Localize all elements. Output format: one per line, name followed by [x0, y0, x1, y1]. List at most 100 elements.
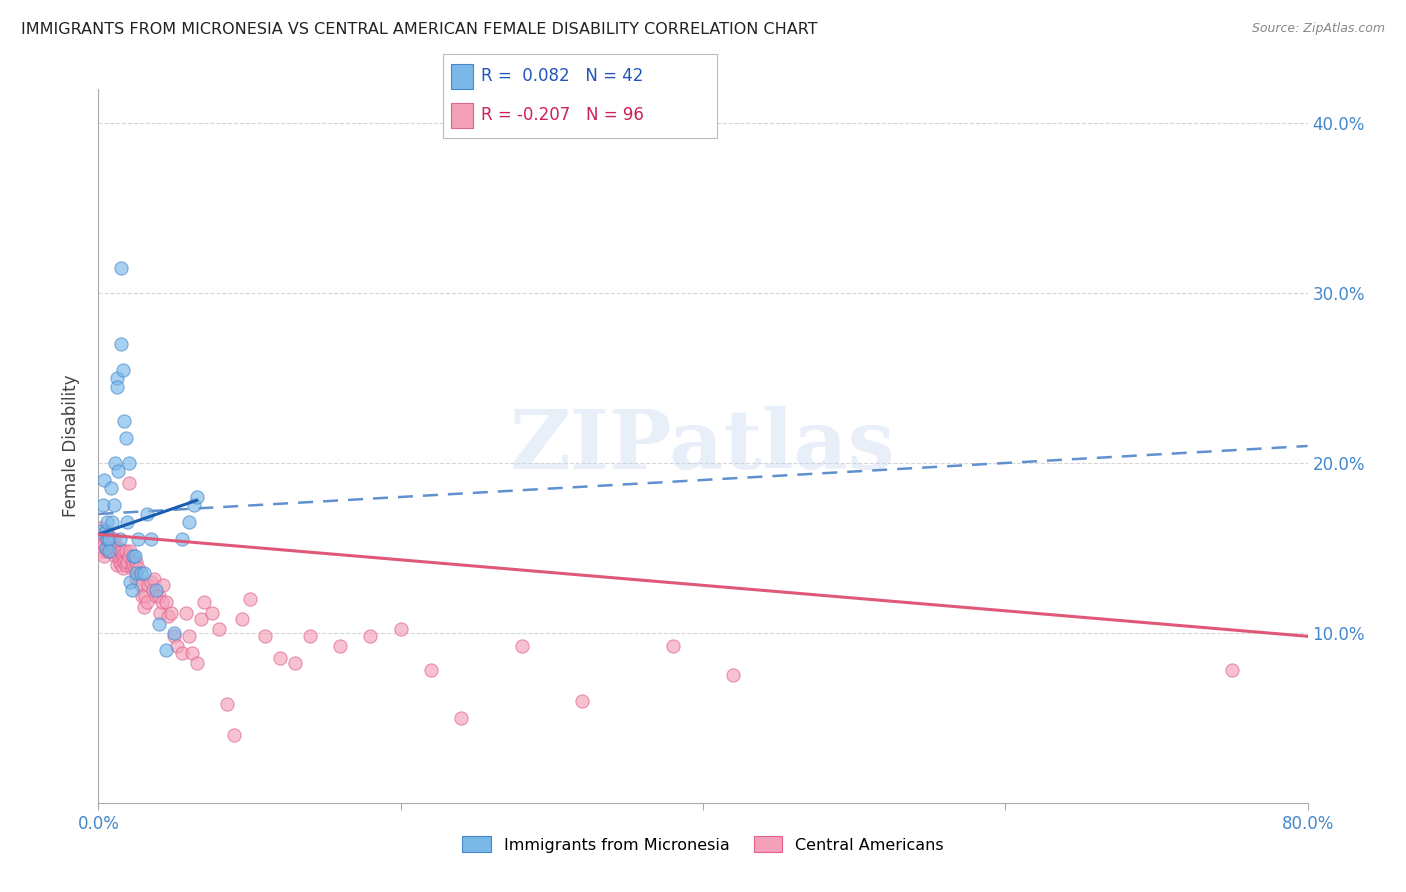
Point	[193, 595, 215, 609]
Point	[98, 541, 121, 555]
Point	[661, 640, 683, 654]
Point	[190, 612, 212, 626]
Y-axis label: Female Disability: Female Disability	[62, 375, 80, 517]
Point	[107, 549, 129, 564]
Point	[170, 646, 193, 660]
Point	[121, 561, 143, 575]
Point	[121, 555, 143, 569]
Point	[389, 623, 412, 637]
Point	[98, 544, 121, 558]
Text: IMMIGRANTS FROM MICRONESIA VS CENTRAL AMERICAN FEMALE DISABILITY CORRELATION CHA: IMMIGRANTS FROM MICRONESIA VS CENTRAL AM…	[21, 22, 818, 37]
Point	[155, 643, 177, 657]
Point	[101, 533, 124, 547]
Point	[96, 533, 118, 547]
Point	[112, 413, 135, 427]
Point	[148, 589, 170, 603]
Point	[134, 589, 156, 603]
Point	[149, 606, 172, 620]
Point	[101, 544, 124, 558]
Point	[122, 558, 145, 572]
Point	[110, 544, 132, 558]
Point	[111, 362, 134, 376]
Point	[98, 533, 121, 547]
Point	[108, 555, 131, 569]
Point	[143, 572, 166, 586]
Point	[98, 544, 121, 558]
Point	[107, 465, 129, 479]
Point	[155, 595, 177, 609]
Point	[96, 533, 118, 547]
Point	[112, 544, 135, 558]
Point	[420, 663, 443, 677]
Point	[135, 507, 157, 521]
Point	[141, 533, 163, 547]
Point	[104, 456, 127, 470]
Point	[124, 549, 146, 564]
Point	[114, 430, 136, 444]
Legend: Immigrants from Micronesia, Central Americans: Immigrants from Micronesia, Central Amer…	[456, 830, 950, 859]
Point	[111, 549, 134, 564]
Point	[108, 544, 131, 558]
Point	[94, 541, 117, 555]
Point	[152, 578, 174, 592]
Point	[108, 533, 131, 547]
Point	[105, 371, 128, 385]
Point	[118, 549, 141, 564]
Text: ZIPatlas: ZIPatlas	[510, 406, 896, 486]
Point	[90, 524, 112, 538]
Point	[231, 612, 253, 626]
Point	[94, 541, 117, 555]
Point	[253, 629, 276, 643]
Point	[132, 600, 155, 615]
Point	[110, 260, 132, 275]
Point	[98, 533, 121, 547]
Point	[269, 651, 291, 665]
Point	[224, 728, 246, 742]
Text: R =  0.082   N = 42: R = 0.082 N = 42	[481, 68, 644, 86]
Point	[179, 516, 201, 530]
Text: R = -0.207   N = 96: R = -0.207 N = 96	[481, 106, 644, 124]
Point	[170, 533, 193, 547]
Point	[1220, 663, 1243, 677]
Point	[127, 561, 149, 575]
Point	[129, 566, 152, 581]
Point	[142, 583, 165, 598]
Point	[208, 623, 231, 637]
Point	[360, 629, 382, 643]
Point	[105, 558, 128, 572]
Point	[105, 379, 128, 393]
Text: Source: ZipAtlas.com: Source: ZipAtlas.com	[1251, 22, 1385, 36]
Point	[93, 549, 115, 564]
Point	[111, 561, 134, 575]
Point	[115, 516, 138, 530]
Point	[174, 606, 197, 620]
Point	[510, 640, 533, 654]
Point	[100, 544, 122, 558]
Point	[96, 516, 118, 530]
Point	[91, 527, 114, 541]
Point	[150, 595, 173, 609]
Point	[124, 561, 146, 575]
Point	[114, 544, 136, 558]
Point	[118, 476, 141, 491]
Point	[120, 544, 142, 558]
Point	[101, 516, 124, 530]
Point	[299, 629, 322, 643]
Point	[107, 541, 129, 555]
Point	[122, 549, 145, 564]
Point	[156, 608, 179, 623]
Point	[103, 533, 125, 547]
Point	[114, 558, 136, 572]
Point	[215, 698, 238, 712]
Point	[89, 527, 111, 541]
Point	[125, 555, 148, 569]
Point	[112, 555, 135, 569]
Bar	[451, 63, 472, 89]
Point	[125, 566, 148, 581]
Point	[163, 629, 186, 643]
Point	[93, 473, 115, 487]
Point	[284, 657, 307, 671]
Point	[110, 558, 132, 572]
Point	[110, 337, 132, 351]
Point	[100, 482, 122, 496]
